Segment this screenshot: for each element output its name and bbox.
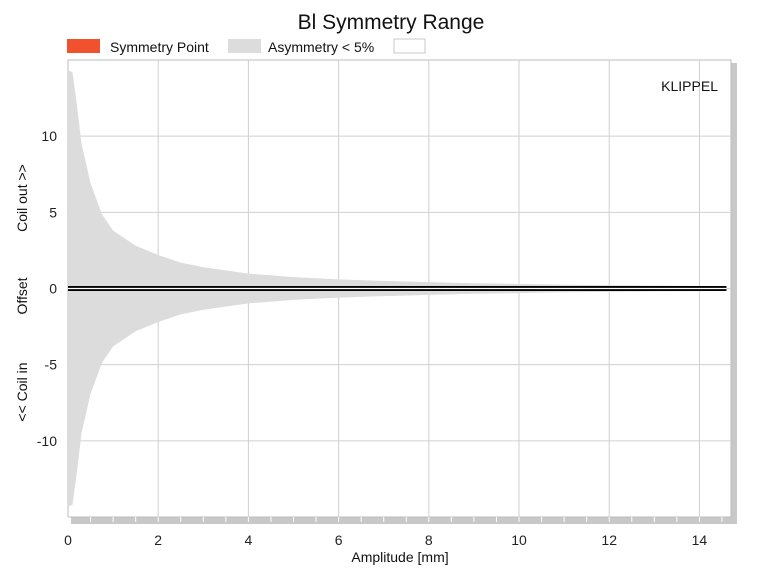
chart-title: Bl Symmetry Range xyxy=(298,11,485,34)
x-tick-label: 4 xyxy=(245,532,253,548)
x-tick-label: 12 xyxy=(601,532,617,548)
y-tick-label: 10 xyxy=(41,128,57,144)
y-tick-label: -5 xyxy=(45,357,58,373)
y-axis-label-coil-in: << Coil in xyxy=(14,362,30,421)
x-tick-label: 0 xyxy=(64,532,72,548)
klippel-watermark: KLIPPEL xyxy=(661,78,718,94)
legend: Symmetry Point Asymmetry < 5% xyxy=(67,38,426,55)
y-tick-label: -10 xyxy=(37,433,57,449)
x-tick-label: 10 xyxy=(511,532,527,548)
x-tick-label: 14 xyxy=(692,532,708,548)
x-tick-label: 6 xyxy=(335,532,343,548)
legend-swatch-asymmetry xyxy=(228,39,261,53)
plot-shadow-bottom xyxy=(71,517,737,524)
y-tick-labels: 10 5 0 -5 -10 xyxy=(37,128,57,449)
x-tick-label: 8 xyxy=(425,532,433,548)
x-tick-label: 2 xyxy=(154,532,162,548)
y-axis-label-offset: Offset xyxy=(14,277,30,314)
x-axis-label: Amplitude [mm] xyxy=(351,549,448,565)
plot-shadow-right xyxy=(731,63,737,524)
legend-swatch-blank xyxy=(393,38,426,54)
y-axis-label-coil-out: Coil out >> xyxy=(14,164,30,232)
legend-swatch-symmetry-point xyxy=(67,39,100,53)
legend-label-asymmetry: Asymmetry < 5% xyxy=(268,39,374,55)
legend-label-symmetry-point: Symmetry Point xyxy=(110,39,209,55)
y-tick-label: 5 xyxy=(49,204,57,220)
x-tick-labels: 0 2 4 6 8 10 12 14 xyxy=(64,532,707,548)
x-minor-ticks xyxy=(67,517,723,522)
y-tick-label: 0 xyxy=(49,281,57,297)
